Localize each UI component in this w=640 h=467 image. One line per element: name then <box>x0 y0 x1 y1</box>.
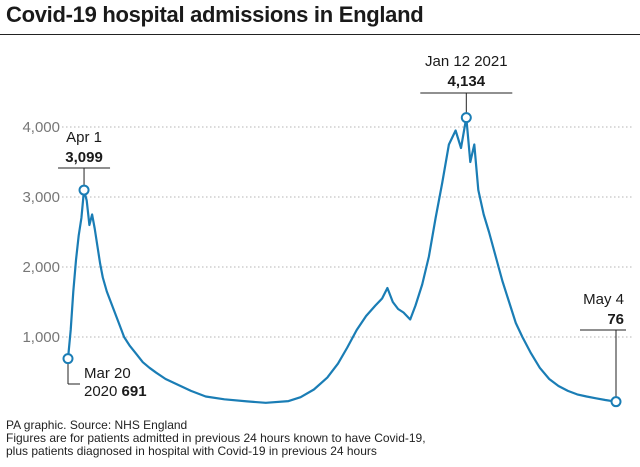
annotation-marker <box>78 184 90 196</box>
annotation-value: 3,099 <box>65 149 103 166</box>
chart-footer: PA graphic. Source: NHS England Figures … <box>6 419 426 458</box>
annotation-value: 4,134 <box>448 73 486 90</box>
annotation-label: 2020 691 <box>84 383 147 400</box>
title-divider <box>0 34 640 35</box>
chart-title: Covid-19 hospital admissions in England <box>6 2 424 27</box>
annotation-value: 691 <box>122 383 147 400</box>
footnote-line-2: plus patients diagnosed in hospital with… <box>6 444 377 458</box>
footnote-line-1: Figures are for patients admitted in pre… <box>6 431 426 445</box>
annotation-label: Apr 1 <box>66 129 102 146</box>
annotation-label: Jan 12 2021 <box>425 53 508 70</box>
y-tick-label: 2,000 <box>22 259 60 276</box>
y-tick-label: 1,000 <box>22 329 60 346</box>
annotation-marker <box>610 396 622 408</box>
annotation-marker <box>62 353 74 365</box>
annotation-value: 76 <box>607 311 624 328</box>
y-tick-label: 3,000 <box>22 189 60 206</box>
y-tick-label: 4,000 <box>22 119 60 136</box>
annotation-label: Mar 20 <box>84 365 131 382</box>
source-note: PA graphic. Source: NHS England <box>6 418 188 432</box>
annotation-label: May 4 <box>583 291 624 308</box>
annotation-marker <box>460 112 472 124</box>
series-line <box>66 116 618 404</box>
